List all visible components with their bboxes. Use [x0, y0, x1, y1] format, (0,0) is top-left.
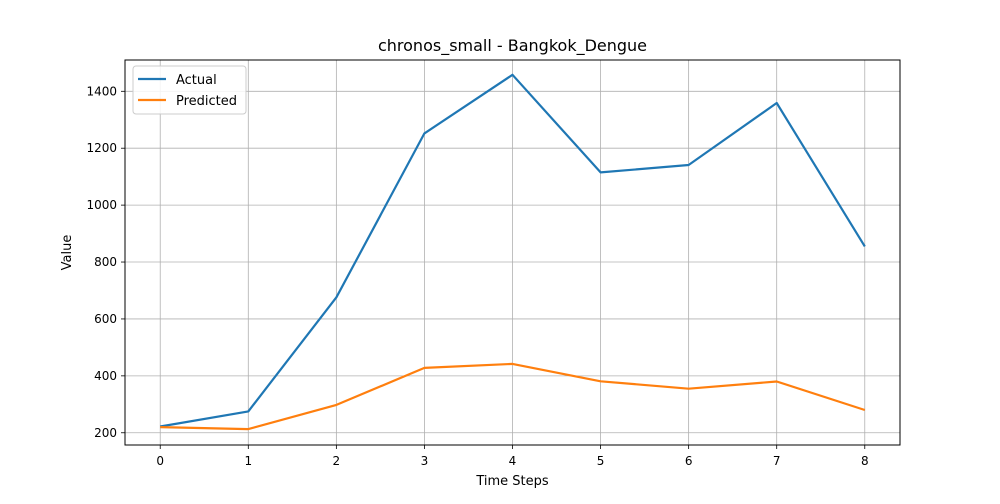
- x-tick-label: 8: [861, 454, 869, 468]
- x-axis-label: Time Steps: [475, 474, 549, 489]
- series-line-predicted: [160, 362, 866, 431]
- y-tick-label: 1000: [86, 198, 117, 212]
- grid: [125, 60, 900, 445]
- x-tick-label: 4: [509, 454, 517, 468]
- legend-label-predicted: Predicted: [176, 94, 237, 109]
- series-lines: [160, 73, 866, 431]
- x-tick-label: 6: [685, 454, 693, 468]
- y-axis-label: Value: [60, 235, 75, 271]
- y-tick-label: 800: [94, 255, 117, 269]
- legend: Actual Predicted: [132, 65, 247, 115]
- chart-title: chronos_small - Bangkok_Dengue: [378, 36, 647, 56]
- y-tick-label: 1400: [86, 84, 117, 98]
- x-axis-ticks: 0 1 2 3 4 5 6 7 8: [156, 445, 869, 468]
- x-tick-label: 7: [773, 454, 781, 468]
- x-tick-label: 0: [156, 454, 164, 468]
- x-tick-label: 5: [597, 454, 605, 468]
- x-tick-label: 3: [421, 454, 429, 468]
- x-tick-label: 1: [244, 454, 252, 468]
- y-tick-label: 200: [94, 426, 117, 440]
- y-tick-label: 1200: [86, 141, 117, 155]
- y-tick-label: 400: [94, 369, 117, 383]
- y-tick-label: 600: [94, 312, 117, 326]
- y-axis-ticks: 200 400 600 800 1000 1200 1400: [86, 84, 125, 440]
- x-tick-label: 2: [333, 454, 341, 468]
- series-line-actual: [160, 73, 866, 428]
- legend-label-actual: Actual: [176, 73, 217, 88]
